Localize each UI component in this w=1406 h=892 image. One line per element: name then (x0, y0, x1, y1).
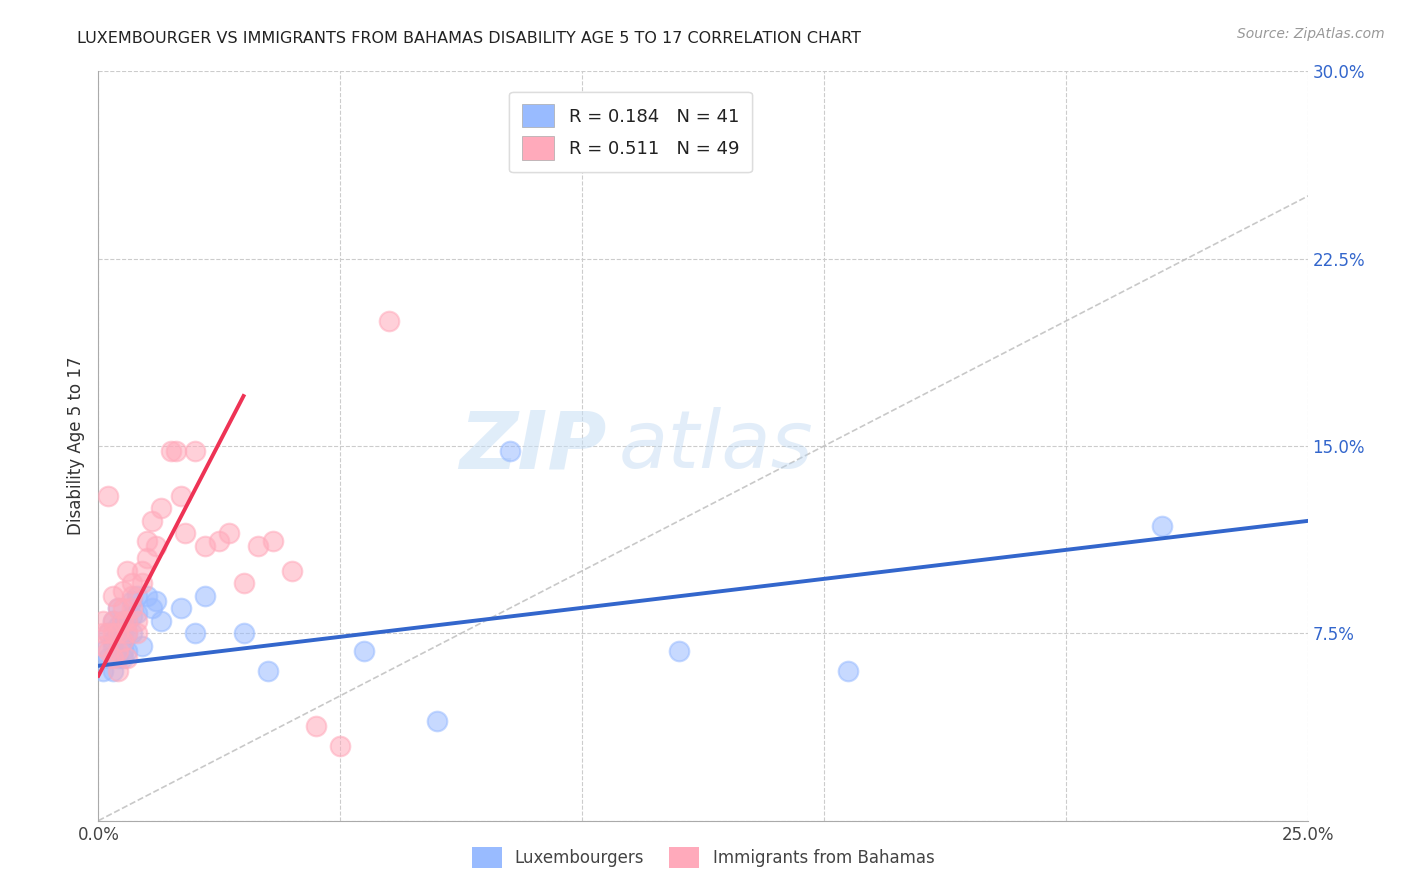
Point (127, 589, 149, 603)
Point (232, 626, 254, 640)
Point (131, 576, 153, 591)
Point (145, 594, 167, 608)
Point (101, 614, 124, 628)
Point (97, 626, 120, 640)
Text: LUXEMBOURGER VS IMMIGRANTS FROM BAHAMAS DISABILITY AGE 5 TO 17 CORRELATION CHART: LUXEMBOURGER VS IMMIGRANTS FROM BAHAMAS … (77, 31, 862, 46)
Point (218, 526, 240, 541)
Point (194, 589, 217, 603)
Point (107, 601, 129, 615)
Point (145, 539, 167, 553)
Point (141, 514, 163, 528)
Point (111, 633, 134, 648)
Point (127, 607, 149, 621)
Point (117, 614, 139, 628)
Point (232, 576, 254, 591)
Point (97, 644, 120, 658)
Point (121, 576, 143, 591)
Point (184, 444, 207, 458)
Point (91, 626, 114, 640)
Point (111, 601, 134, 615)
Legend: Luxembourgers, Immigrants from Bahamas: Luxembourgers, Immigrants from Bahamas (465, 840, 941, 875)
Point (127, 614, 149, 628)
Point (281, 564, 304, 578)
Point (247, 539, 270, 553)
Point (91, 644, 114, 658)
Point (668, 644, 690, 658)
Point (131, 564, 153, 578)
Point (256, 664, 278, 678)
Point (1152, 519, 1174, 533)
Point (97, 626, 120, 640)
Point (107, 626, 129, 640)
Point (91, 639, 114, 653)
Point (131, 639, 153, 653)
Point (208, 533, 231, 548)
Point (353, 644, 375, 658)
Legend: R = 0.184   N = 41, R = 0.511   N = 49: R = 0.184 N = 41, R = 0.511 N = 49 (509, 92, 752, 172)
Point (498, 444, 520, 458)
Point (111, 626, 134, 640)
Point (135, 589, 157, 603)
Point (377, 314, 399, 328)
Point (121, 589, 143, 603)
Point (101, 651, 124, 665)
Point (101, 626, 124, 640)
Point (117, 651, 139, 665)
Point (111, 633, 134, 648)
Y-axis label: Disability Age 5 to 17: Disability Age 5 to 17 (66, 357, 84, 535)
Point (97, 651, 120, 665)
Point (101, 633, 124, 648)
Point (121, 594, 143, 608)
Point (174, 526, 197, 541)
Point (117, 626, 139, 640)
Point (101, 589, 124, 603)
Text: ZIP: ZIP (458, 407, 606, 485)
Point (329, 739, 352, 753)
Text: Source: ZipAtlas.com: Source: ZipAtlas.com (1237, 27, 1385, 41)
Point (150, 501, 173, 516)
Point (101, 639, 124, 653)
Point (117, 614, 139, 628)
Point (107, 619, 129, 633)
Point (107, 644, 129, 658)
Point (107, 626, 129, 640)
Point (111, 583, 134, 598)
Point (91, 614, 114, 628)
Point (169, 489, 191, 503)
Point (169, 601, 191, 615)
Point (426, 714, 449, 728)
Point (135, 533, 157, 548)
Point (101, 664, 124, 678)
Point (121, 608, 143, 623)
Point (194, 539, 217, 553)
Point (165, 444, 187, 458)
Point (135, 551, 157, 566)
Point (117, 644, 139, 658)
Point (111, 614, 134, 628)
Point (101, 614, 124, 628)
Point (160, 444, 183, 458)
Point (107, 664, 129, 678)
Point (150, 614, 173, 628)
Point (111, 644, 134, 658)
Text: atlas: atlas (619, 407, 813, 485)
Point (121, 626, 143, 640)
Point (305, 719, 328, 733)
Point (107, 601, 129, 615)
Point (111, 614, 134, 628)
Point (107, 651, 129, 665)
Point (141, 601, 163, 615)
Point (91, 664, 114, 678)
Point (837, 664, 859, 678)
Point (117, 626, 139, 640)
Point (117, 564, 139, 578)
Point (111, 651, 134, 665)
Point (184, 626, 207, 640)
Point (97, 489, 120, 503)
Point (262, 533, 284, 548)
Point (121, 601, 143, 615)
Point (127, 626, 149, 640)
